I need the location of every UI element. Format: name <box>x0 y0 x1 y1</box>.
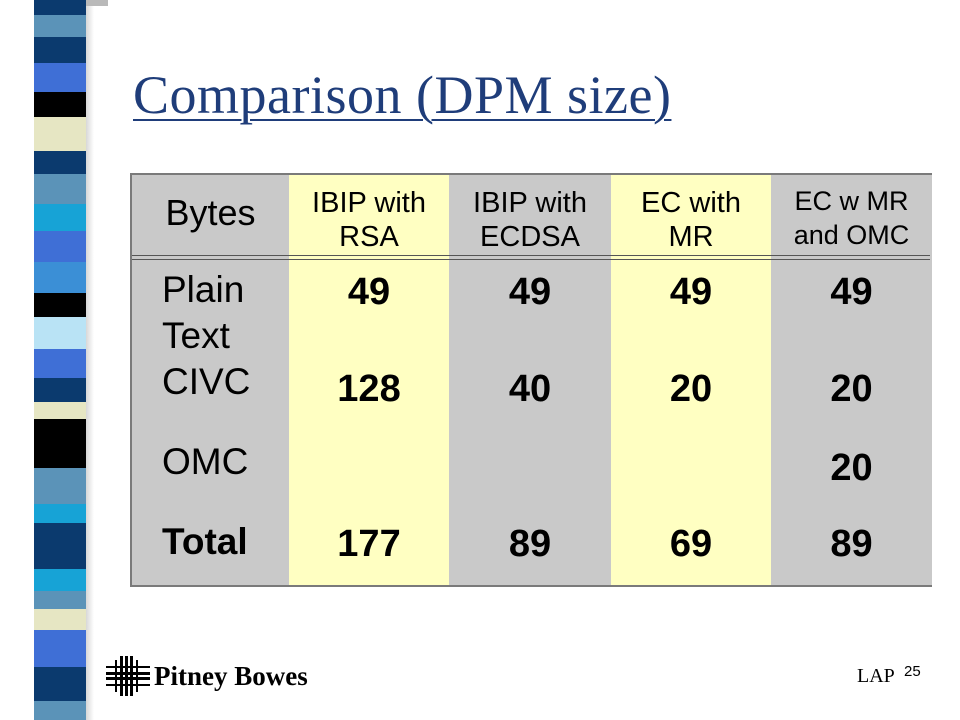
cell-total-ibip-rsa: 177 <box>337 523 401 565</box>
column-ibip-rsa-bg <box>289 175 449 585</box>
header-ibip-rsa-line1: IBIP with <box>312 187 426 219</box>
stripe-segment <box>34 590 86 610</box>
stripe-segment <box>34 204 86 232</box>
row-label-omc: OMC <box>162 441 249 482</box>
header-bytes: Bytes <box>165 192 256 233</box>
stripe-shadow <box>86 0 94 720</box>
stripe-segment <box>34 0 86 16</box>
stripe-segment <box>34 701 86 720</box>
stripe-segment <box>34 401 86 419</box>
stripe-segment <box>34 377 86 402</box>
slide-title: Comparison (DPM size) <box>133 65 672 125</box>
stripe-segment <box>34 316 86 349</box>
stripe-segment <box>34 231 86 263</box>
row-label-plain-text-line1: Plain <box>162 269 245 310</box>
cell-total-ibip-ecdsa: 89 <box>508 523 552 565</box>
cell-civc-ibip-ecdsa: 40 <box>508 368 552 410</box>
header-ec-mr-line2: MR <box>668 221 714 253</box>
stripe-segment <box>34 568 86 591</box>
pitney-bowes-logo-icon <box>106 656 150 696</box>
column-ec-mr-omc-bg <box>771 175 932 585</box>
stripe-segment <box>34 629 86 668</box>
row-label-total: Total <box>162 521 248 562</box>
header-separator-top <box>132 255 930 256</box>
stripe-segment <box>34 15 86 38</box>
header-ec-mr-line1: EC with <box>641 187 741 219</box>
stripe-segment <box>34 503 86 523</box>
stripe-segment <box>34 151 86 174</box>
stripe-segment <box>34 262 86 293</box>
cell-plain-text-ec-mr-omc: 49 <box>830 271 873 313</box>
stripe-segment <box>34 667 86 702</box>
column-ibip-ecdsa-bg <box>449 175 611 585</box>
header-ec-mr-omc-line1: EC w MR <box>794 186 909 216</box>
stripe-segment <box>34 37 86 63</box>
comparison-table: Bytes IBIP with RSA IBIP with ECDSA EC w… <box>130 173 932 587</box>
stripe-segment <box>34 173 86 205</box>
cell-civc-ibip-rsa: 128 <box>337 368 401 410</box>
stripe-segment <box>34 468 86 504</box>
header-ibip-ecdsa-line1: IBIP with <box>473 187 587 219</box>
cell-plain-text-ibip-ecdsa: 49 <box>508 271 552 313</box>
header-ibip-ecdsa-line2: ECDSA <box>480 221 580 253</box>
page-number: 25 <box>904 663 921 680</box>
header-ibip-rsa-line2: RSA <box>339 221 399 253</box>
stripe-segment <box>34 62 86 92</box>
cell-total-ec-mr: 69 <box>669 523 713 565</box>
stripe-segment <box>34 522 86 569</box>
header-separator-bottom <box>132 259 930 260</box>
column-ec-mr-bg <box>611 175 771 585</box>
cell-omc-ec-mr-omc: 20 <box>830 447 873 489</box>
stripe-segment <box>34 292 86 317</box>
company-logo: Pitney Bowes <box>106 656 308 696</box>
cell-plain-text-ec-mr: 49 <box>669 271 713 313</box>
company-name: Pitney Bowes <box>154 660 308 691</box>
top-wedge <box>86 0 108 6</box>
stripe-segment <box>34 117 86 152</box>
cell-civc-ec-mr-omc: 20 <box>830 368 873 410</box>
stripe-segment <box>34 348 86 378</box>
row-label-plain-text-line2: Text <box>162 315 230 356</box>
stripe-segment <box>34 91 86 118</box>
column-bytes-bg <box>132 175 289 585</box>
stripe-segment <box>34 418 86 469</box>
header-ec-mr-omc-line2: and OMC <box>793 220 910 250</box>
row-label-civc: CIVC <box>162 361 251 402</box>
stripe-segment <box>34 609 86 630</box>
cell-plain-text-ibip-rsa: 49 <box>347 271 391 313</box>
footer-author: LAP <box>857 665 895 687</box>
cell-civc-ec-mr: 20 <box>669 368 713 410</box>
decorative-stripe <box>34 0 86 720</box>
cell-total-ec-mr-omc: 89 <box>830 523 873 565</box>
